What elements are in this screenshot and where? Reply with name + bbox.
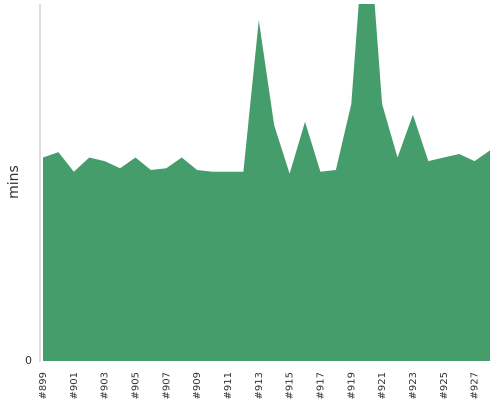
x-tick-label: #901	[69, 372, 80, 399]
x-tick-label: #905	[130, 372, 141, 399]
area	[43, 4, 490, 361]
x-tick-label: #915	[285, 372, 296, 399]
x-tick-label: #913	[254, 372, 265, 399]
x-tick-label: #927	[470, 372, 481, 399]
x-tick-label: #909	[192, 372, 203, 399]
x-tick-label: #923	[408, 372, 419, 399]
x-tick-label: #899	[38, 372, 49, 399]
y-axis-label: mins	[6, 165, 22, 199]
x-tick-label: #903	[100, 372, 111, 399]
x-tick-label: #917	[315, 372, 326, 399]
y-tick-label: 0	[25, 354, 32, 367]
x-tick-label: #921	[377, 372, 388, 399]
x-tick-label: #919	[346, 372, 357, 399]
x-tick-label: #911	[223, 372, 234, 399]
x-tick-label: #925	[439, 372, 450, 399]
x-tick-label: #907	[161, 372, 172, 399]
